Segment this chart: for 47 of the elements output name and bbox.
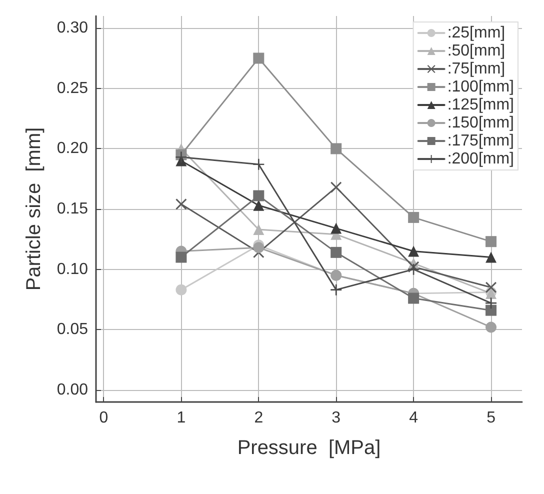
point — [176, 252, 187, 263]
point — [330, 222, 342, 234]
x-tick-label: 1 — [176, 410, 186, 426]
legend-label: :200[mm] — [447, 150, 514, 168]
point — [330, 246, 342, 258]
y-tick-label: 0.15 — [56, 200, 88, 218]
legend-label: :50[mm] — [447, 42, 506, 60]
legend-label: :150[mm] — [447, 114, 514, 132]
point — [486, 304, 497, 316]
x-tick-label: 0 — [99, 410, 108, 426]
x-tick-label: 3 — [332, 410, 341, 426]
y-axis-title: Particle size [mm] — [23, 127, 45, 291]
y-tick-label: 0.10 — [56, 260, 88, 278]
point — [408, 212, 420, 223]
point — [176, 198, 187, 210]
point — [253, 242, 264, 254]
point — [253, 52, 264, 64]
point — [330, 143, 342, 154]
x-axis-title: Pressure [MPa] — [237, 437, 381, 459]
point — [408, 292, 420, 304]
x-tick-label: 2 — [254, 410, 264, 426]
y-tick-label: 0.30 — [56, 20, 88, 37]
legend-label: :25[mm] — [447, 24, 506, 42]
point — [330, 182, 342, 193]
legend-label: :100[mm] — [447, 78, 514, 96]
point — [253, 224, 264, 236]
point — [408, 246, 420, 257]
legend-label: :125[mm] — [447, 96, 514, 114]
point — [253, 158, 264, 170]
point — [176, 152, 187, 163]
x-tick-label: 4 — [409, 410, 418, 426]
point — [176, 284, 187, 296]
point — [408, 264, 420, 275]
point — [486, 282, 497, 293]
y-tick-label: 0.00 — [56, 381, 88, 398]
point — [486, 252, 497, 263]
y-tick-label: 0.25 — [56, 80, 88, 97]
x-tick-label: 5 — [486, 410, 496, 426]
point — [330, 284, 342, 296]
y-tick-label: 0.05 — [56, 321, 88, 338]
point — [253, 190, 264, 202]
legend-label: :175[mm] — [447, 132, 514, 150]
point — [486, 236, 497, 248]
y-tick-label: 0.20 — [56, 140, 88, 158]
point — [486, 322, 497, 333]
legend-label: :75[mm] — [447, 60, 506, 78]
point — [253, 200, 264, 211]
